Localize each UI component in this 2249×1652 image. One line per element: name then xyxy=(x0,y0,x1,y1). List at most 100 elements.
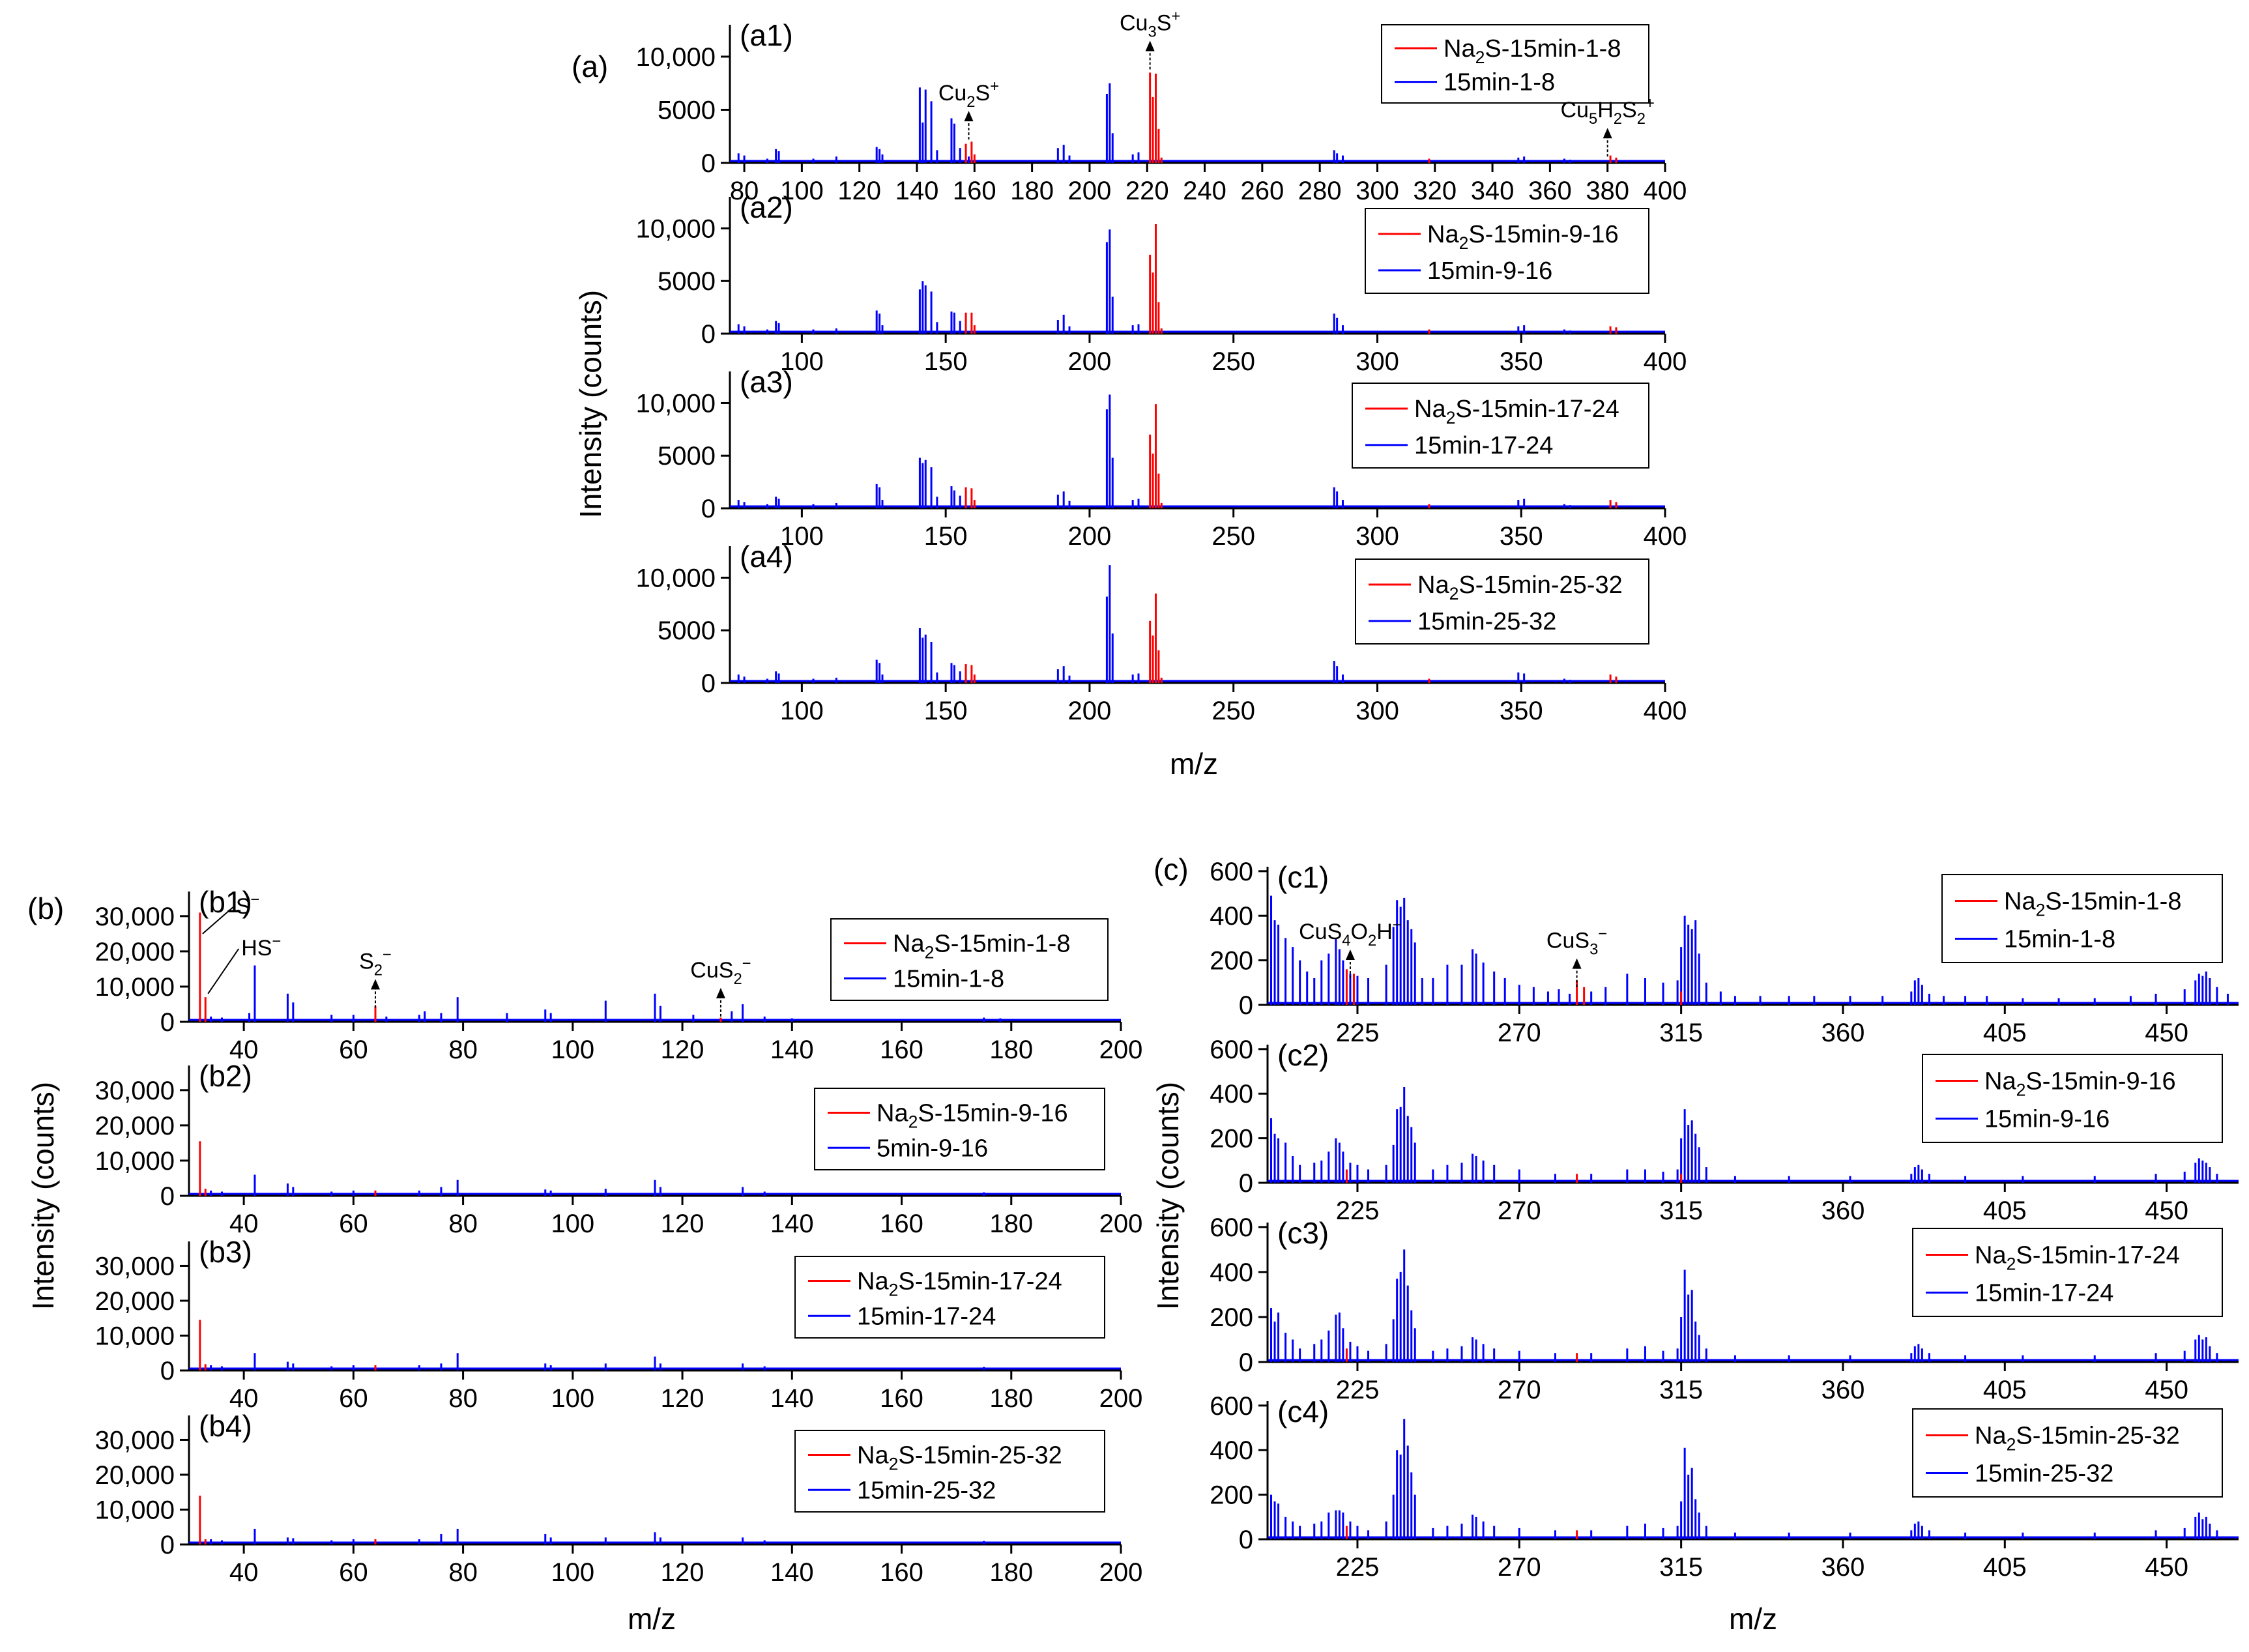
x-tick-label: 450 xyxy=(2145,1553,2188,1582)
annotation: CuS2− xyxy=(690,955,751,1017)
x-tick-label: 360 xyxy=(1821,1376,1865,1404)
legend-label: Na2S‐15min‐25‐32 xyxy=(1417,572,1623,603)
arrow-head xyxy=(1145,40,1155,51)
series-15min-17-24 xyxy=(1270,1249,2218,1362)
x-tick-label: 315 xyxy=(1659,1196,1703,1225)
y-tick-label: 10,000 xyxy=(95,1322,175,1350)
x-tick-label: 315 xyxy=(1659,1019,1703,1047)
panel-label: (a3) xyxy=(740,365,793,399)
panel-a1: 0 5000 10,000 80 100 120 140 160 180 200 220 240 260… xyxy=(636,7,1687,205)
series-15min-1-8 xyxy=(737,83,1571,163)
y-tick-label: 0 xyxy=(1239,1526,1253,1554)
series-5min-9-16 xyxy=(210,1174,985,1196)
group-b-ylabel: Intensity (counts) xyxy=(26,1082,60,1310)
annotation-label: CuS3− xyxy=(1546,925,1607,959)
x-tick-label: 270 xyxy=(1498,1196,1541,1225)
x-tick-label: 400 xyxy=(1644,347,1687,376)
x-tick-label: 380 xyxy=(1586,177,1629,205)
legend-label: 15min‐1‐8 xyxy=(1444,69,1555,96)
x-tick-label: 250 xyxy=(1212,347,1255,376)
x-tick-label: 160 xyxy=(880,1384,923,1413)
legend: Na2S‐15min‐9‐16 5min‐9‐16 xyxy=(814,1088,1105,1170)
series-Na2S-15min-17-24 xyxy=(965,404,1618,508)
x-tick-label: 140 xyxy=(770,1384,814,1413)
panel-a3: 0 5000 10,000 100 150 200 250 300 350 400 (a3) Na2S… xyxy=(636,365,1687,551)
legend-box xyxy=(794,1430,1105,1513)
y-tick-label: 0 xyxy=(160,1357,175,1385)
panel-label: (a2) xyxy=(740,190,793,224)
panel-a4: 0 5000 10,000 100 150 200 250 300 350 400 (a4) Na2S… xyxy=(636,540,1687,725)
x-tick-label: 300 xyxy=(1356,697,1399,725)
x-tick-label: 180 xyxy=(989,1210,1033,1238)
group-b-tag: (b) xyxy=(27,891,64,925)
series-15min-17-24 xyxy=(737,394,1571,508)
x-tick-label: 405 xyxy=(1983,1196,2027,1225)
y-tick-label: 30,000 xyxy=(95,1077,175,1105)
series-15min-25-32 xyxy=(210,1528,985,1544)
y-tick-label: 0 xyxy=(1239,991,1253,1020)
series-Na2S-15min-25-32 xyxy=(199,1496,377,1544)
x-tick-label: 450 xyxy=(2145,1196,2188,1225)
x-tick-label: 350 xyxy=(1500,347,1543,376)
group-b-xlabel: m/z xyxy=(628,1602,676,1636)
x-tick-label: 140 xyxy=(895,177,939,205)
group-a-ylabel: Intensity (counts) xyxy=(573,290,607,518)
legend-label: 5min‐9‐16 xyxy=(877,1135,988,1162)
x-tick-label: 80 xyxy=(448,1036,478,1064)
x-tick-label: 180 xyxy=(1010,177,1054,205)
legend-label: 15min‐25‐32 xyxy=(1975,1460,2113,1488)
y-tick-label: 600 xyxy=(1210,1392,1253,1421)
y-tick-label: 10,000 xyxy=(636,214,716,243)
x-tick-label: 40 xyxy=(229,1384,259,1413)
group-c-xlabel: m/z xyxy=(1729,1602,1777,1636)
x-tick-label: 200 xyxy=(1068,347,1112,376)
y-tick-label: 5000 xyxy=(658,267,716,296)
legend-label: Na2S‐15min‐25‐32 xyxy=(1975,1423,2180,1455)
panel-c1: 0 200 400 600 225 270 315 360 405 450 (c1) Na2S‐15m… xyxy=(1210,858,2239,1047)
x-tick-label: 300 xyxy=(1356,347,1399,376)
x-tick-label: 450 xyxy=(2145,1019,2188,1047)
arrow-head xyxy=(1572,958,1582,969)
series-Na2S-15min-9-16 xyxy=(199,1141,377,1196)
x-tick-label: 240 xyxy=(1183,177,1226,205)
series-15min-25-32 xyxy=(737,565,1571,683)
x-tick-label: 120 xyxy=(837,177,881,205)
panel-label: (c2) xyxy=(1277,1038,1329,1072)
y-tick-label: 0 xyxy=(1239,1348,1253,1377)
x-tick-label: 100 xyxy=(551,1558,594,1587)
legend-label: 15min‐9‐16 xyxy=(1427,257,1552,285)
y-tick-label: 20,000 xyxy=(95,1112,175,1140)
x-tick-label: 80 xyxy=(448,1558,478,1587)
arrow-head xyxy=(1345,949,1355,960)
series-Na2S-15min-17-24 xyxy=(199,1320,377,1370)
annotation: Cu3S+ xyxy=(1120,7,1180,70)
legend: Na2S‐15min‐25‐32 15min‐25‐32 xyxy=(1912,1408,2223,1498)
annotation: Cu2S+ xyxy=(938,78,999,140)
x-tick-label: 120 xyxy=(661,1558,704,1587)
legend: Na2S‐15min‐17‐24 15min‐17‐24 xyxy=(1912,1228,2223,1317)
annotation: HS− xyxy=(207,933,281,994)
legend: Na2S‐15min‐17‐24 15min‐17‐24 xyxy=(794,1256,1105,1339)
legend-box xyxy=(830,918,1109,1001)
panel-b4: 0 10,000 20,000 30,000 40 60 80 100 120 140 160 180… xyxy=(95,1409,1143,1587)
y-tick-label: 20,000 xyxy=(95,938,175,966)
x-tick-label: 100 xyxy=(780,347,824,376)
series-15min-9-16 xyxy=(737,229,1571,334)
x-tick-label: 360 xyxy=(1821,1019,1865,1047)
y-tick-label: 200 xyxy=(1210,947,1253,976)
x-tick-label: 60 xyxy=(339,1384,368,1413)
series-Na2S-15min-1-8 xyxy=(1345,969,1683,1005)
x-tick-label: 350 xyxy=(1500,697,1543,725)
x-tick-label: 80 xyxy=(448,1384,478,1413)
y-tick-label: 0 xyxy=(160,1531,175,1559)
x-tick-label: 200 xyxy=(1068,177,1112,205)
x-tick-label: 160 xyxy=(953,177,996,205)
x-tick-label: 270 xyxy=(1498,1376,1541,1404)
y-tick-label: 10,000 xyxy=(636,564,716,592)
annotation-label: S2− xyxy=(359,946,392,979)
y-tick-label: 0 xyxy=(160,1182,175,1211)
series-15min-25-32 xyxy=(1270,1419,2218,1539)
group-c-ylabel: Intensity (counts) xyxy=(1151,1082,1185,1310)
legend-box xyxy=(1352,383,1649,469)
